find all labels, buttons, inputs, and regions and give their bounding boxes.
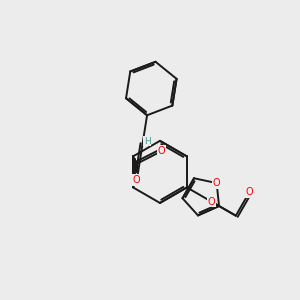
Text: O: O	[245, 187, 253, 197]
Text: H: H	[144, 136, 151, 146]
Text: O: O	[133, 175, 141, 185]
Text: O: O	[213, 178, 220, 188]
Text: O: O	[158, 146, 166, 156]
Text: O: O	[208, 197, 215, 207]
